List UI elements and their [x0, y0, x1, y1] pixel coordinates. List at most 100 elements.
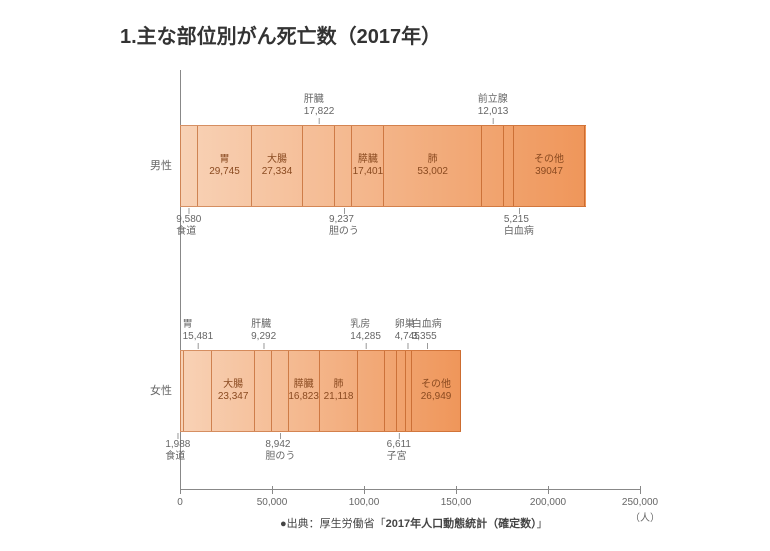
- bar-row: 9,580食道胃29,745大腸27,334肝臓17,8229,237胆のう膵臓…: [180, 125, 586, 207]
- callout: 乳房14,285: [350, 319, 381, 343]
- callout-line: 白血病: [504, 226, 534, 238]
- bar-segment: 膵臓16,823: [289, 351, 320, 431]
- callout-line: 前立腺: [478, 94, 509, 106]
- bar-segment: [184, 351, 212, 431]
- segment-value: 21,118: [324, 391, 354, 403]
- x-tick-label: 100,00: [349, 497, 380, 508]
- callout-line: 肝臓: [304, 94, 335, 106]
- callout-line: 9,292: [251, 331, 276, 343]
- callout-line: 3,355: [412, 331, 442, 343]
- segment-label: 大腸: [267, 154, 287, 166]
- callout-lead: [427, 343, 428, 349]
- callout-line: 食道: [165, 451, 190, 463]
- callout-text: 肝臓17,822: [304, 94, 335, 118]
- segment-label: 大腸: [223, 379, 243, 391]
- callout-text: 6,611子宮: [387, 439, 411, 463]
- callout-lead: [344, 208, 345, 214]
- bar-segment: [255, 351, 272, 431]
- x-tick-label: 150,00: [441, 497, 472, 508]
- x-tick-label: 250,000: [622, 497, 658, 508]
- x-tick: [272, 486, 273, 494]
- bar-segment: 大腸27,334: [252, 126, 302, 206]
- segment-label: 膵臓: [358, 154, 378, 166]
- callout-line: 胃: [183, 319, 214, 331]
- source-citation: ●出典：厚生労働省「2017年人口動態統計（確定数）」: [280, 515, 548, 531]
- source-suffix: 」: [537, 518, 548, 530]
- callout-lead: [264, 343, 265, 349]
- segment-value: 53,002: [417, 166, 448, 178]
- chart-container: （人） 050,000100,00150,00200,000250,000男性9…: [120, 70, 660, 530]
- x-axis: [180, 489, 640, 490]
- callout-lead: [493, 118, 494, 124]
- segment-value: 17,401: [353, 166, 384, 178]
- x-axis-unit: （人）: [630, 509, 660, 524]
- callout-lead: [280, 433, 281, 439]
- segment-label: 肺: [428, 154, 438, 166]
- bar-segment: [385, 351, 397, 431]
- segment-value: 39047: [535, 166, 563, 178]
- callout-line: 子宮: [387, 451, 411, 463]
- callout: 肝臓17,822: [304, 94, 335, 118]
- segment-value: 16,823: [288, 391, 319, 403]
- segment-label: その他: [534, 154, 564, 166]
- callout: 卵巣4,745: [395, 319, 420, 343]
- row-label: 男性: [150, 157, 172, 173]
- callout: 1,988食道: [165, 439, 190, 463]
- callout-line: 5,215: [504, 214, 534, 226]
- bar-segment: 大腸23,347: [212, 351, 255, 431]
- x-tick: [180, 486, 181, 494]
- plot-area: （人） 050,000100,00150,00200,000250,000男性9…: [180, 70, 640, 490]
- bar-segment: [303, 126, 336, 206]
- callout-lead: [519, 208, 520, 214]
- callout-text: 5,215白血病: [504, 214, 534, 238]
- segment-value: 29,745: [209, 166, 240, 178]
- callout: 白血病3,355: [412, 319, 442, 343]
- callout-text: 白血病3,355: [412, 319, 442, 343]
- callout: 肝臓9,292: [251, 319, 276, 343]
- callout: 6,611子宮: [387, 439, 411, 463]
- bar-segment: その他26,949: [412, 351, 462, 431]
- bar-segment: [504, 126, 514, 206]
- segment-value: 26,949: [421, 391, 452, 403]
- callout-text: 肝臓9,292: [251, 319, 276, 343]
- callout-line: 卵巣: [395, 319, 420, 331]
- callout-lead: [319, 118, 320, 124]
- segment-label: その他: [421, 379, 451, 391]
- callout-lead: [198, 343, 199, 349]
- bar-segment: その他39047: [514, 126, 586, 206]
- x-tick: [456, 486, 457, 494]
- callout-line: 胆のう: [265, 451, 295, 463]
- x-tick: [364, 486, 365, 494]
- page-title: 1.主な部位別がん死亡数（2017年）: [120, 20, 441, 49]
- x-tick-label: 0: [177, 497, 183, 508]
- callout-line: 乳房: [350, 319, 381, 331]
- segment-label: 胃: [219, 154, 229, 166]
- callout-line: 14,285: [350, 331, 381, 343]
- callout-line: 胆のう: [329, 226, 359, 238]
- callout-text: 前立腺12,013: [478, 94, 509, 118]
- callout: 9,237胆のう: [329, 214, 359, 238]
- callout-line: 1,988: [165, 439, 190, 451]
- callout-line: 8,942: [265, 439, 295, 451]
- callout-line: 9,237: [329, 214, 359, 226]
- callout-lead: [178, 433, 179, 439]
- x-tick: [548, 486, 549, 494]
- callout-lead: [399, 433, 400, 439]
- segment-label: 肺: [334, 379, 344, 391]
- callout-line: 肝臓: [251, 319, 276, 331]
- callout-line: 4,745: [395, 331, 420, 343]
- callout: 8,942胆のう: [265, 439, 295, 463]
- callout-text: 卵巣4,745: [395, 319, 420, 343]
- bar-segment: [358, 351, 384, 431]
- bar-segment: [335, 126, 352, 206]
- segment-value: 23,347: [218, 391, 249, 403]
- callout-lead: [407, 343, 408, 349]
- x-tick: [640, 486, 641, 494]
- callout: 5,215白血病: [504, 214, 534, 238]
- callout: 胃15,481: [183, 319, 214, 343]
- callout: 前立腺12,013: [478, 94, 509, 118]
- bar-segment: [272, 351, 288, 431]
- callout-line: 白血病: [412, 319, 442, 331]
- callout-line: 15,481: [183, 331, 214, 343]
- callout-text: 乳房14,285: [350, 319, 381, 343]
